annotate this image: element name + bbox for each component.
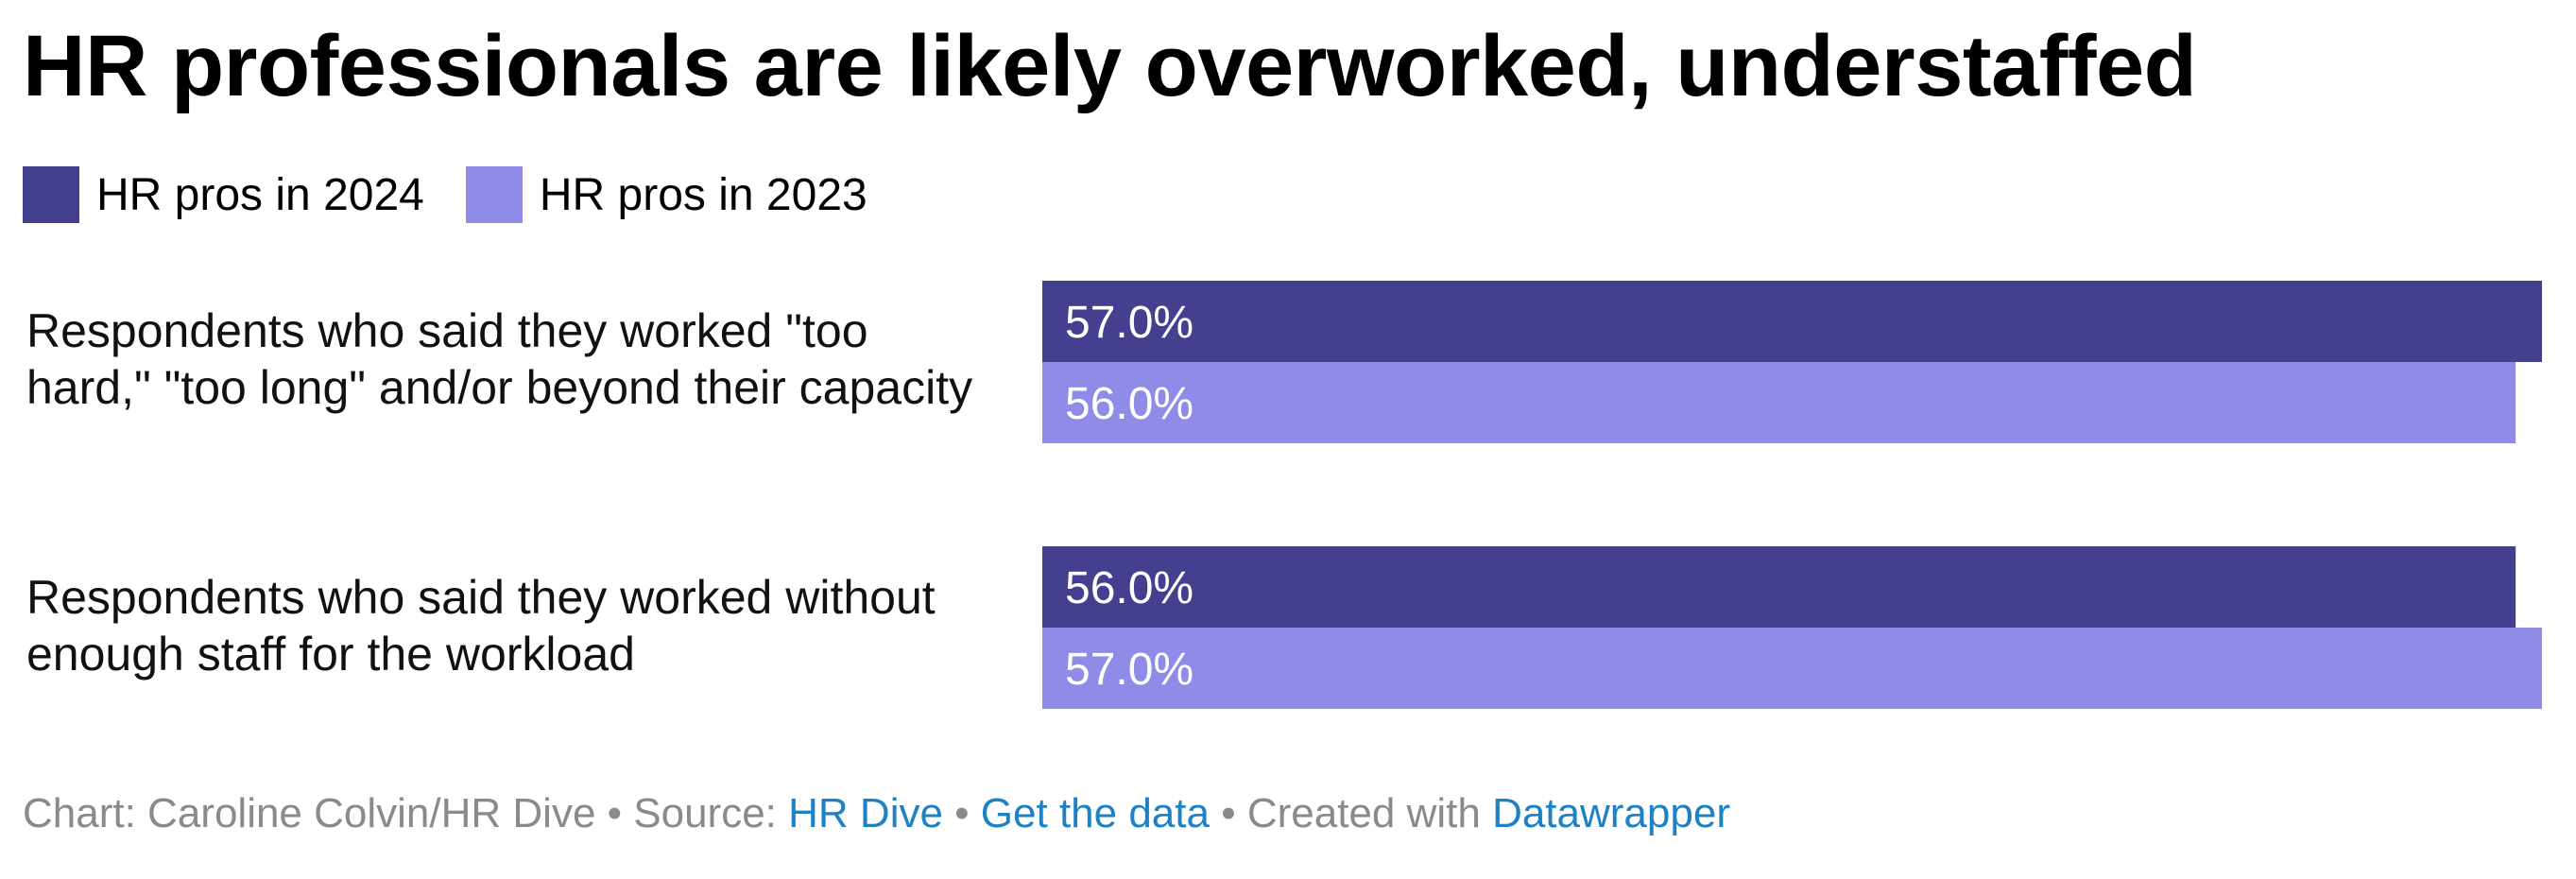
- chart-title: HR professionals are likely overworked, …: [23, 18, 2197, 114]
- footer-created-with: • Created with: [1209, 790, 1493, 836]
- bar-overworked-2024: [1042, 281, 2542, 362]
- legend-item-2024: HR pros in 2024: [23, 166, 424, 223]
- legend-label-2024: HR pros in 2024: [96, 169, 424, 220]
- bar-overworked-2023: [1042, 362, 2516, 443]
- legend-label-2023: HR pros in 2023: [539, 169, 867, 220]
- bar-understaffed-2024: [1042, 546, 2516, 628]
- chart-footer: Chart: Caroline Colvin/HR Dive • Source:…: [23, 790, 1730, 837]
- footer-separator: •: [942, 790, 981, 836]
- legend-item-2023: HR pros in 2023: [465, 166, 867, 223]
- legend: HR pros in 2024 HR pros in 2023: [23, 166, 909, 223]
- bar-value-label-overworked-2024: 57.0%: [1065, 298, 1194, 348]
- footer-credit: Chart: Caroline Colvin/HR Dive • Source:: [23, 790, 789, 836]
- legend-swatch-2023: [465, 166, 523, 223]
- bar-understaffed-2023: [1042, 628, 2542, 709]
- bar-value-label-overworked-2023: 56.0%: [1065, 379, 1194, 429]
- datawrapper-link[interactable]: Datawrapper: [1492, 790, 1730, 836]
- category-label-understaffed: Respondents who said they worked without…: [26, 571, 936, 681]
- legend-swatch-2024: [23, 166, 79, 223]
- source-link[interactable]: HR Dive: [788, 790, 943, 836]
- bar-value-label-understaffed-2023: 57.0%: [1065, 645, 1194, 695]
- category-label-overworked: Respondents who said they worked "too ha…: [26, 304, 973, 414]
- bar-value-label-understaffed-2024: 56.0%: [1065, 563, 1194, 613]
- get-the-data-link[interactable]: Get the data: [980, 790, 1210, 836]
